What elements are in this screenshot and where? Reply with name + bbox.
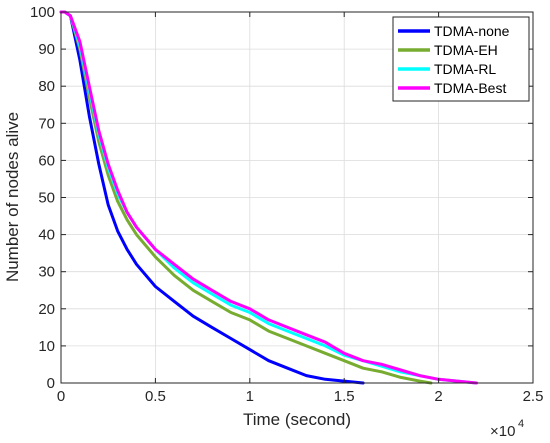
x-tick-label: 1 xyxy=(246,388,254,405)
y-tick-label: 0 xyxy=(47,375,55,392)
y-tick-label: 10 xyxy=(38,338,55,355)
series-lines xyxy=(59,10,478,385)
series-line-tdma-none xyxy=(59,10,365,385)
x-multiplier-exponent: 4 xyxy=(518,418,524,430)
x-tick-label: 2.5 xyxy=(523,388,544,405)
legend: TDMA-none TDMA-EH TDMA-RL TDMA-Best xyxy=(392,16,530,102)
y-tick-label: 20 xyxy=(38,301,55,318)
x-multiplier-base: ×10 xyxy=(490,423,515,440)
y-axis-label: Number of nodes alive xyxy=(3,112,22,282)
y-tick-label: 100 xyxy=(30,4,55,21)
y-tick-label: 80 xyxy=(38,78,55,95)
x-axis-label: Time (second) xyxy=(243,410,351,429)
y-tick-label: 50 xyxy=(38,190,55,207)
series-line-tdma-eh xyxy=(59,10,433,385)
y-tick-label: 90 xyxy=(38,41,55,58)
legend-label: TDMA-RL xyxy=(434,61,496,77)
y-tick-label: 30 xyxy=(38,264,55,281)
x-tick-label: 1.5 xyxy=(334,388,355,405)
legend-label: TDMA-none xyxy=(434,23,510,39)
tick-labels: 0 0.5 1 1.5 2 2.5 0 10 20 30 40 50 60 70 80 90 100 xyxy=(30,4,543,405)
legend-label: TDMA-EH xyxy=(434,42,498,58)
x-tick-label: 2 xyxy=(434,388,442,405)
x-axis-multiplier: ×10 4 xyxy=(490,418,524,440)
y-tick-label: 40 xyxy=(38,227,55,244)
y-tick-label: 60 xyxy=(38,152,55,169)
x-tick-label: 0.5 xyxy=(145,388,166,405)
legend-label: TDMA-Best xyxy=(434,80,506,96)
series-line-tdma-best xyxy=(59,10,478,385)
x-tick-label: 0 xyxy=(57,388,65,405)
y-tick-label: 70 xyxy=(38,115,55,132)
